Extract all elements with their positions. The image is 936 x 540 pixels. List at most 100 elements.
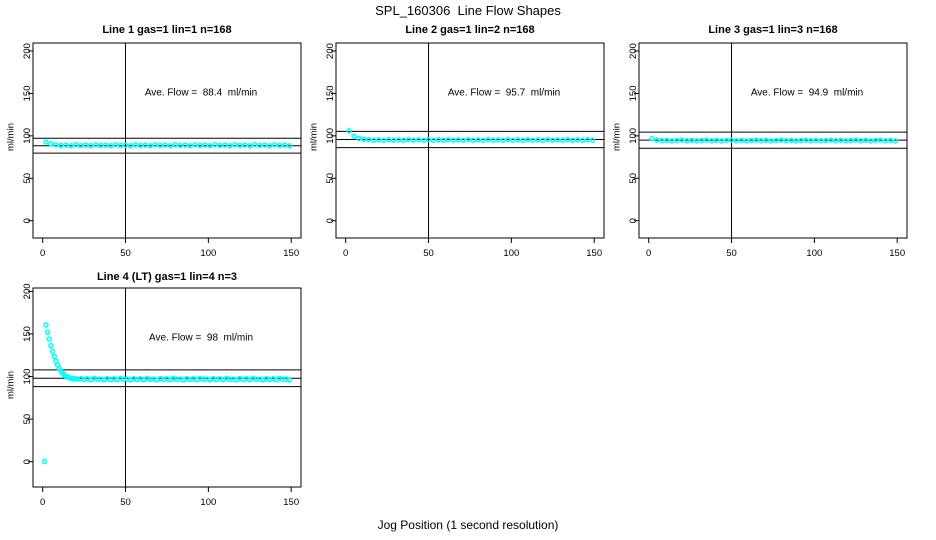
data-point (698, 137, 705, 144)
subplot-3-title: Line 3 gas=1 lin=3 n=168 (708, 24, 838, 36)
data-point (435, 137, 442, 143)
data-point (102, 142, 109, 148)
data-point (132, 142, 139, 148)
data-point (574, 137, 581, 143)
data-point (271, 142, 278, 148)
data-point (654, 137, 660, 143)
data-point (381, 137, 387, 144)
x-tick-label: 50 (423, 248, 434, 259)
data-point (172, 142, 178, 148)
data-point (83, 142, 89, 148)
data-point (689, 137, 695, 144)
data-point (286, 377, 293, 383)
data-point (222, 142, 228, 148)
subplot-2-plot: 0 50 100 150 0 50 100 150 200 (325, 42, 605, 259)
data-point (718, 138, 725, 144)
data-point (659, 138, 665, 144)
data-point (410, 137, 417, 143)
data-point (862, 137, 869, 144)
x-tick-label: 0 (40, 497, 45, 508)
y-tick-label: 100 (628, 128, 639, 144)
data-point (127, 143, 134, 149)
data-point (515, 137, 521, 143)
data-point (753, 137, 760, 143)
data-point (276, 142, 283, 149)
data-point (525, 136, 531, 143)
data-point (425, 136, 432, 143)
data-point (97, 142, 104, 149)
x-tick-label: 100 (200, 248, 216, 259)
data-point (376, 137, 382, 143)
y-tick-label: 150 (22, 326, 33, 342)
data-point (122, 142, 129, 148)
data-point (237, 142, 243, 149)
data-point (256, 142, 263, 149)
data-point (723, 137, 730, 144)
data-point (157, 142, 164, 149)
x-tick-label: 0 (646, 248, 651, 259)
data-point (778, 137, 784, 143)
data-point (266, 143, 273, 149)
x-tick-label: 150 (889, 248, 905, 259)
y-tick-label: 100 (22, 128, 33, 144)
y-tick-label: 0 (22, 459, 33, 464)
subplot-2-avg-flow-annotation: Ave. Flow = 95.7 ml/min (447, 87, 561, 99)
data-point (440, 137, 447, 144)
data-point (708, 138, 715, 144)
y-tick-label: 150 (22, 85, 33, 101)
data-point (758, 138, 765, 144)
plot-box (335, 42, 605, 239)
data-point (798, 137, 804, 144)
data-point (251, 142, 258, 148)
data-point (445, 136, 452, 143)
data-point (470, 137, 477, 143)
data-point (366, 136, 372, 143)
data-point (803, 137, 809, 143)
data-point (808, 138, 814, 144)
data-point (823, 137, 829, 144)
data-point (43, 139, 49, 145)
data-point (46, 336, 53, 342)
data-point (674, 137, 680, 144)
subplot-1-plot: 0 50 100 150 0 50 100 150 200 (22, 42, 302, 259)
data-point (147, 143, 154, 149)
data-point (207, 143, 213, 149)
data-point (693, 138, 700, 144)
data-point (261, 142, 268, 148)
y-tick-label: 0 (325, 218, 336, 223)
data-point (63, 142, 69, 148)
y-tick-label: 100 (325, 128, 336, 144)
y-tick-label: 200 (22, 283, 33, 299)
data-point (182, 142, 188, 148)
data-point (703, 137, 710, 143)
data-point (51, 353, 58, 360)
data-point (763, 137, 770, 144)
data-point (882, 138, 889, 144)
data-point (495, 137, 501, 143)
data-point (530, 137, 536, 143)
data-point (892, 138, 899, 144)
data-point (877, 137, 884, 143)
data-point (783, 138, 789, 144)
data-point (356, 135, 362, 142)
y-tick-label: 0 (22, 218, 33, 223)
data-point (43, 322, 49, 328)
data-point (41, 458, 48, 465)
subplot-3-avg-flow-annotation: Ave. Flow = 94.9 ml/min (750, 87, 864, 99)
data-point (520, 137, 526, 144)
data-point (554, 137, 561, 143)
data-point (44, 329, 51, 336)
plot-box (32, 42, 302, 239)
data-point (475, 137, 481, 143)
data-point (728, 137, 735, 143)
data-point (197, 142, 203, 149)
subplot-4-title: Line 4 (LT) gas=1 lin=4 n=3 (96, 271, 238, 283)
data-point (485, 136, 491, 143)
data-point (669, 138, 675, 144)
data-point (192, 142, 198, 148)
plot-box (32, 287, 302, 488)
data-point (793, 138, 799, 144)
data-point (589, 137, 596, 143)
data-point (48, 141, 54, 147)
